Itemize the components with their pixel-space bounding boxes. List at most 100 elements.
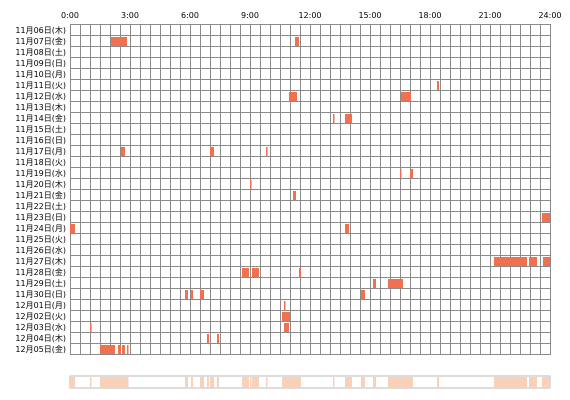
day-label: 11月23日(日) [15,213,66,222]
summary-strip-bar [361,377,365,388]
x-tick-label: 21:00 [478,11,501,20]
summary-strip-bar [333,377,335,388]
summary-strip-bar [373,377,376,388]
summary-strip-bar [100,377,115,388]
summary-strip-bar [200,377,204,388]
day-label: 11月10日(月) [15,70,66,79]
activity-bar [400,169,402,178]
x-axis-tick-labels: 0:00 3:00 6:00 9:00 12:00 15:00 18:00 21:00 24:0… [61,11,562,20]
activity-bar [282,312,290,321]
day-label: 11月08日(土) [15,47,66,57]
summary-strip-bar [410,377,413,388]
x-tick-label: 12:00 [298,11,321,20]
summary-strip-bar [299,377,301,388]
activity-bar [345,114,352,123]
day-label: 12月03日(水) [15,322,66,332]
activity-bar [70,224,75,233]
activity-bar [122,345,125,354]
day-label: 12月04日(木) [15,333,66,343]
summary-strip-bar [266,377,268,388]
activity-bar [333,114,335,123]
summary-strip-bar [118,377,121,388]
x-tick-label: 15:00 [358,11,381,20]
activity-bar [284,323,289,332]
summary-strip-bar [252,377,259,388]
activity-bar [289,92,297,101]
day-label: 11月09日(日) [15,59,66,68]
activity-bar [293,191,296,200]
day-label: 11月06日(木) [15,25,66,35]
activity-bar [185,290,188,299]
activity-bar [250,180,252,189]
activity-bar [542,213,550,222]
summary-strip-bar [127,377,129,388]
day-label: 11月11日(火) [15,81,66,90]
summary-strip-bar [191,377,193,388]
activity-bar [361,290,365,299]
day-label: 11月13日(木) [15,102,66,112]
x-tick-label: 18:00 [418,11,441,20]
activity-bar [210,147,214,156]
summary-strip-bar [70,377,75,388]
summary-strip [69,375,551,389]
activity-bar [345,224,349,233]
summary-strip-bar [122,377,125,388]
summary-strip-bar [250,377,252,388]
activity-bar [111,37,127,46]
activity-bars [70,37,550,354]
summary-strip-bar [284,377,289,388]
heatmap-grid [70,24,551,355]
summary-strip-bar [293,377,296,388]
activity-bar [543,257,550,266]
x-tick-label: 3:00 [121,11,139,20]
summary-strip-bar [90,377,92,388]
day-label: 11月17日(月) [15,147,66,156]
summary-strip-bar [494,377,527,388]
activity-bar [121,147,125,156]
activity-bar [242,268,249,277]
activity-bar [388,279,403,288]
day-label: 11月30日(日) [15,290,66,299]
day-labels: 11月06日(木)11月07日(金)11月08日(土) 11月09日(日) 11月1… [15,25,66,354]
x-tick-label: 9:00 [241,11,259,20]
x-tick-label: 0:00 [61,11,79,20]
activity-bar [127,345,129,354]
summary-strip-bar [185,377,188,388]
day-label: 11月26日(水) [15,245,66,255]
summary-strip-frame [69,375,551,389]
day-label: 11月18日(火) [15,158,66,167]
day-label: 11月20日(木) [15,179,66,189]
summary-strip-bar [345,377,349,388]
day-label: 11月28日(金) [15,267,66,277]
summary-strip-bar [401,377,411,388]
day-label: 11月21日(金) [15,190,66,200]
activity-bar [118,345,121,354]
day-label: 11月15日(土) [15,124,66,134]
summary-strip-bar [437,377,439,388]
summary-strip-bar [242,377,249,388]
activity-bar [252,268,259,277]
activity-bar [90,323,92,332]
day-label: 12月01日(月) [15,301,66,310]
activity-bar [494,257,527,266]
activity-bar [437,81,439,90]
summary-strip-bar [529,377,537,388]
activity-bar [266,147,268,156]
day-label: 12月02日(火) [15,312,66,321]
x-tick-label: 6:00 [181,11,199,20]
summary-strip-bar [543,377,550,388]
summary-strip-bar [217,377,219,388]
summary-strip-bar [207,377,209,388]
day-label: 11月27日(木) [15,256,66,266]
day-label: 11月19日(水) [15,168,66,178]
day-label: 11月29日(土) [15,278,66,288]
day-label: 11月12日(水) [15,91,66,101]
activity-bar [373,279,376,288]
day-label: 11月24日(月) [15,224,66,233]
activity-bar [217,334,219,343]
activity-bar [191,290,193,299]
activity-bar [401,92,411,101]
summary-strip-bar [210,377,214,388]
day-label: 11月14日(金) [15,113,66,123]
activity-bar [200,290,204,299]
